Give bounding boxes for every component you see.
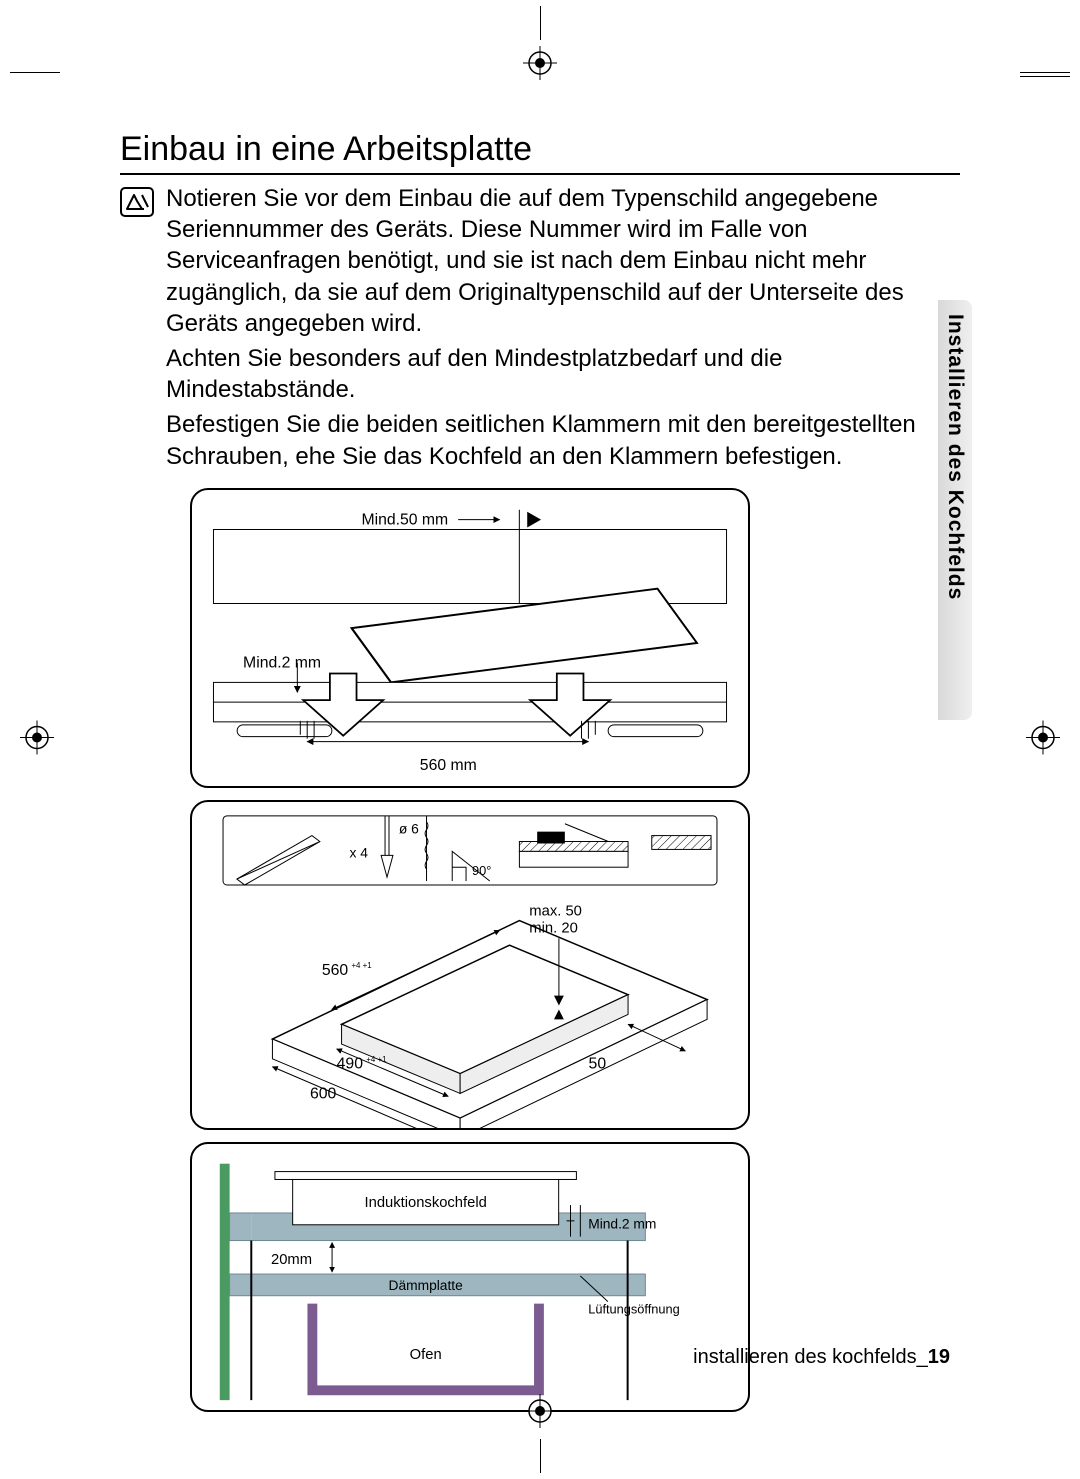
page-title: Einbau in eine Arbeitsplatte bbox=[120, 130, 960, 175]
dim-560: 560 mm bbox=[420, 757, 477, 774]
svg-text:Ofen: Ofen bbox=[410, 1346, 442, 1362]
svg-text:+4 +1: +4 +1 bbox=[366, 1054, 386, 1063]
crop-mark bbox=[1020, 72, 1070, 73]
crop-mark bbox=[1020, 76, 1070, 77]
diagram-cutout-dimensions: x 4 ø 6 90° bbox=[190, 800, 750, 1130]
section-tab: Installieren des Kochfelds bbox=[938, 300, 972, 720]
svg-text:Mind.2 mm: Mind.2 mm bbox=[588, 1216, 656, 1231]
svg-text:490: 490 bbox=[337, 1055, 364, 1072]
manual-page: Installieren des Kochfelds Einbau in ein… bbox=[0, 0, 1080, 1479]
svg-text:ø 6: ø 6 bbox=[399, 820, 419, 836]
crop-mark bbox=[540, 1439, 541, 1473]
svg-text:Dämmplatte: Dämmplatte bbox=[389, 1277, 464, 1292]
diagram-countertop-front: 560 mm Mind.50 mm Mind.2 mm bbox=[190, 488, 750, 788]
svg-text:max. 50: max. 50 bbox=[529, 903, 582, 919]
note-block: Notieren Sie vor dem Einbau die auf dem … bbox=[120, 183, 960, 476]
crop-mark bbox=[10, 72, 60, 73]
svg-text:Lüftungsöffnung: Lüftungsöffnung bbox=[588, 1301, 680, 1316]
crop-mark bbox=[540, 6, 541, 40]
svg-text:50: 50 bbox=[589, 1055, 607, 1072]
footer-text: installieren des kochfelds_ bbox=[693, 1346, 928, 1368]
note-paragraph: Notieren Sie vor dem Einbau die auf dem … bbox=[166, 183, 960, 339]
svg-text:90°: 90° bbox=[472, 863, 491, 878]
dim-min2: Mind.2 mm bbox=[243, 654, 321, 671]
note-text: Notieren Sie vor dem Einbau die auf dem … bbox=[166, 183, 960, 476]
svg-text:600: 600 bbox=[310, 1085, 337, 1102]
svg-text:20mm: 20mm bbox=[271, 1252, 312, 1268]
registration-mark-left bbox=[20, 720, 54, 759]
svg-text:Induktionskochfeld: Induktionskochfeld bbox=[365, 1195, 487, 1211]
page-footer: installieren des kochfelds_19 bbox=[693, 1346, 950, 1369]
svg-text:560: 560 bbox=[322, 962, 349, 979]
diagram-cross-section: Induktionskochfeld Mind.2 mm 20mm Dämmpl… bbox=[190, 1142, 750, 1412]
note-paragraph: Achten Sie besonders auf den Mindestplat… bbox=[166, 343, 960, 405]
note-paragraph: Befestigen Sie die beiden seitlichen Kla… bbox=[166, 409, 960, 471]
note-icon bbox=[120, 187, 154, 476]
section-tab-label: Installieren des Kochfelds bbox=[943, 314, 967, 600]
svg-text:min. 20: min. 20 bbox=[529, 920, 578, 936]
page-number: 19 bbox=[928, 1346, 950, 1368]
svg-text:x 4: x 4 bbox=[349, 844, 368, 860]
svg-text:+4 +1: +4 +1 bbox=[351, 961, 371, 970]
dim-min50: Mind.50 mm bbox=[361, 511, 448, 528]
registration-mark-bottom bbox=[523, 1394, 557, 1433]
wall bbox=[220, 1163, 230, 1399]
registration-mark-right bbox=[1026, 720, 1060, 759]
registration-mark-top bbox=[523, 46, 557, 85]
